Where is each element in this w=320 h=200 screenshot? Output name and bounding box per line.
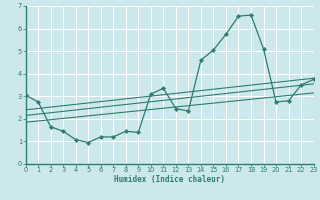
X-axis label: Humidex (Indice chaleur): Humidex (Indice chaleur) [114,175,225,184]
